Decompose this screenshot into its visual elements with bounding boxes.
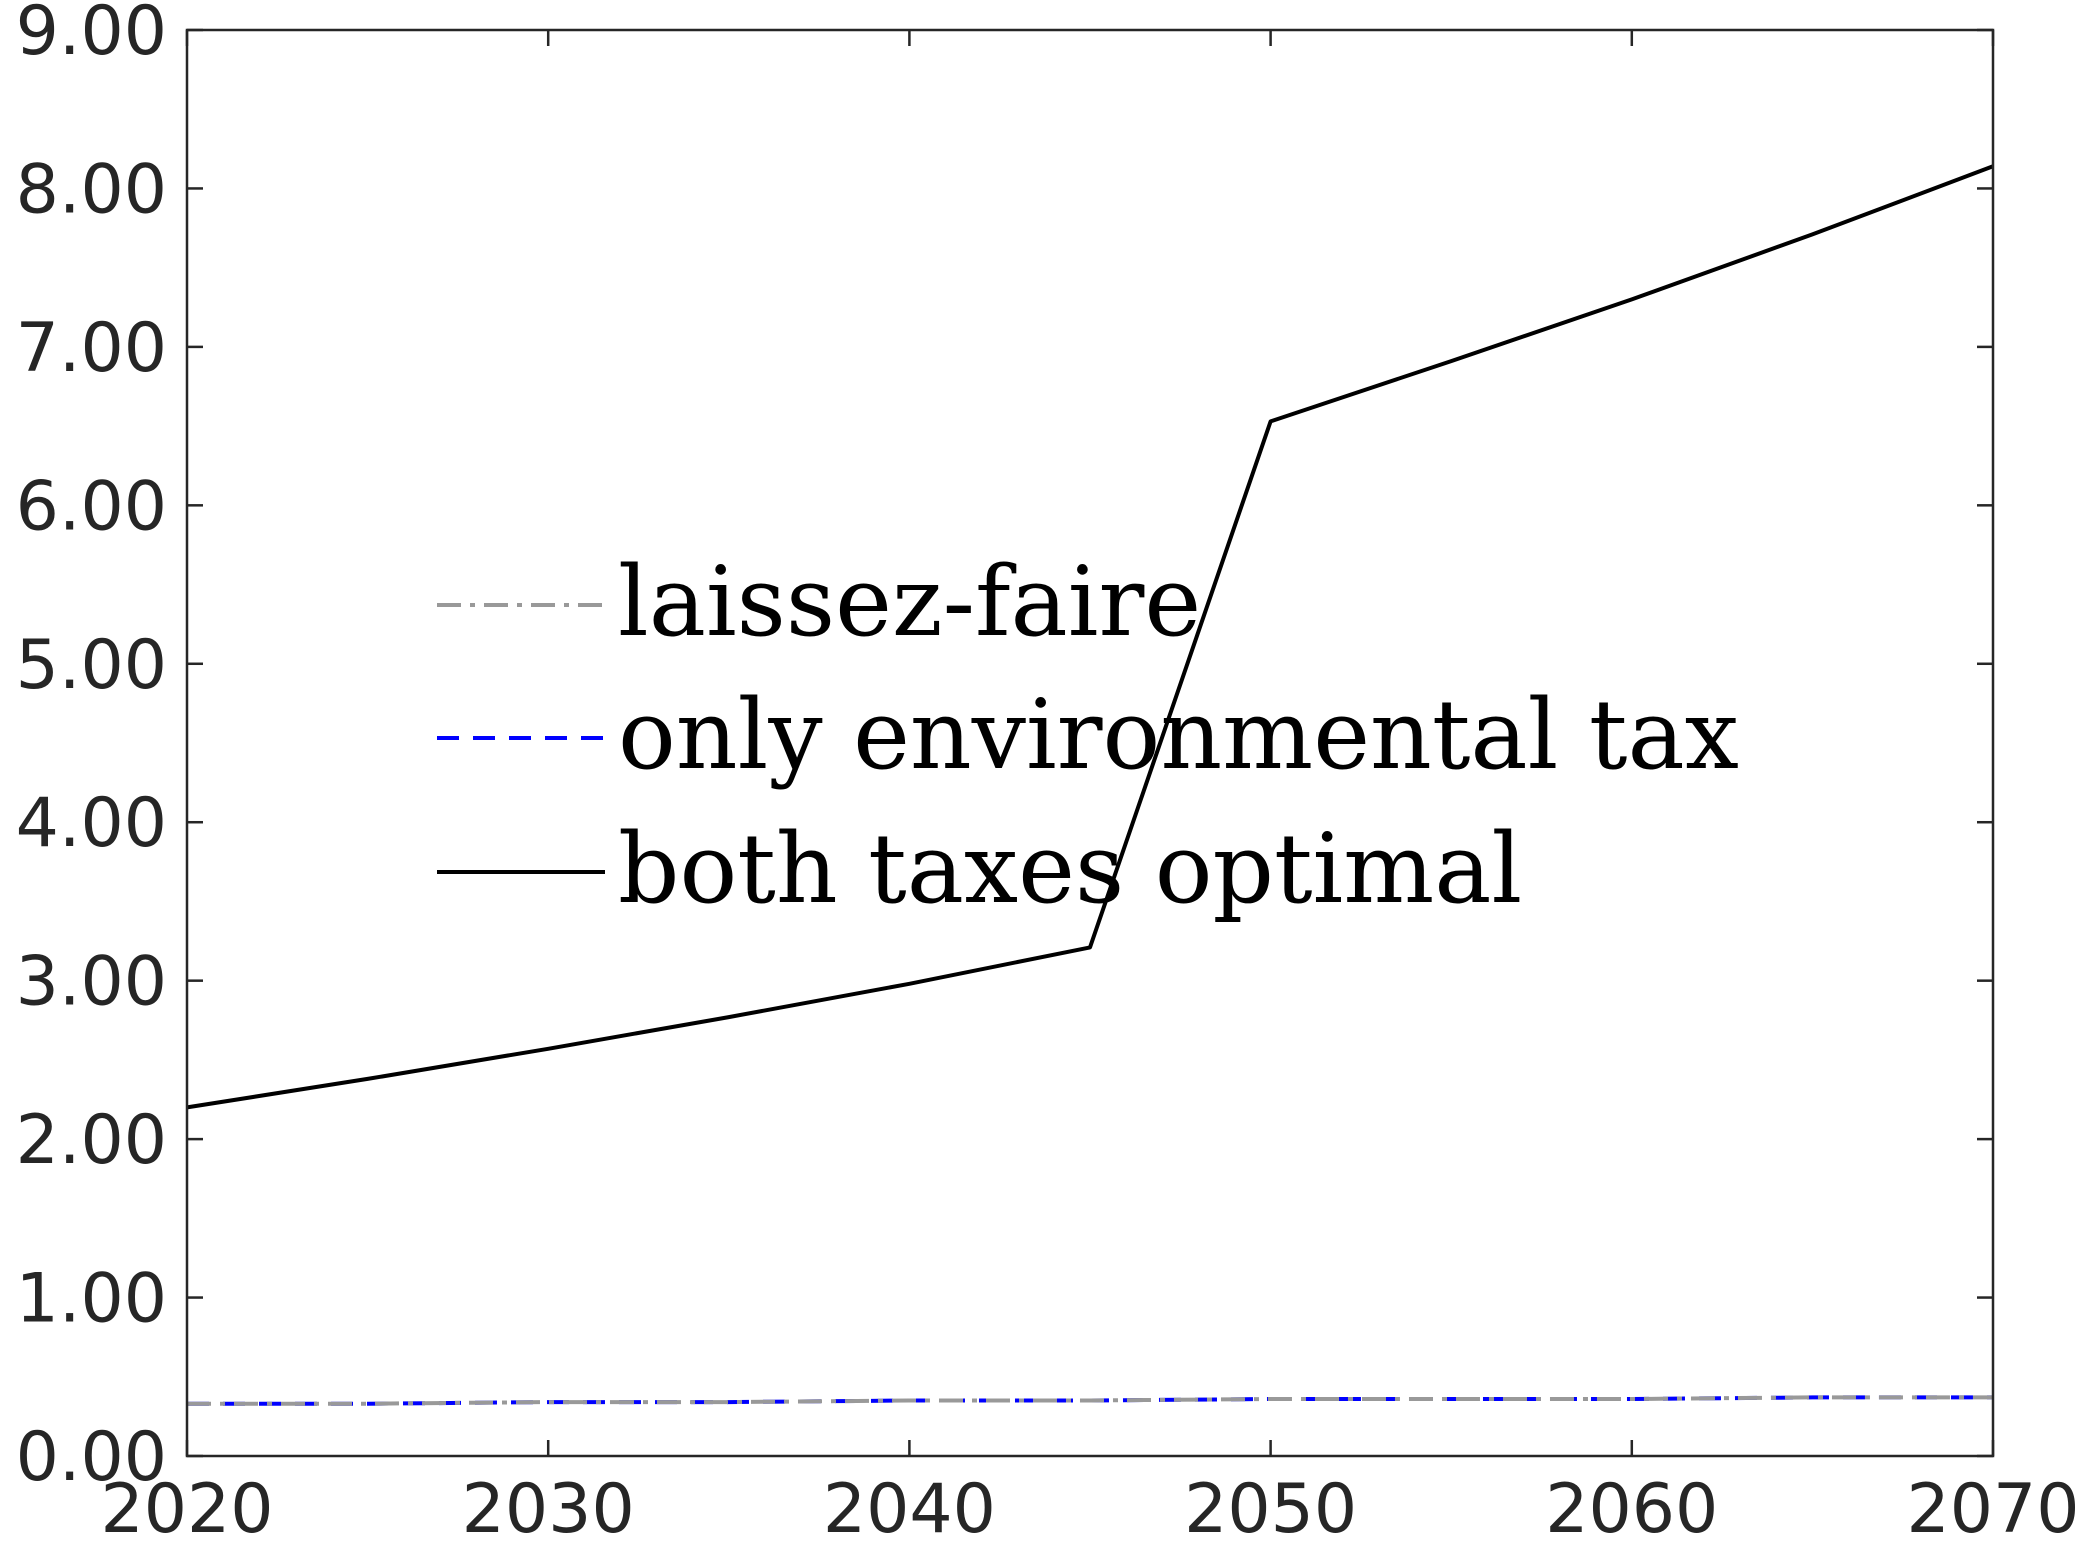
x-tick-label: 2070	[1906, 1470, 2079, 1549]
x-tick-label: 2050	[1184, 1470, 1357, 1549]
legend-item-1: only environmental tax	[437, 679, 1739, 791]
y-tick-label: 3.00	[16, 943, 167, 1022]
y-tick-label: 2.00	[16, 1101, 167, 1180]
y-tick-label: 7.00	[16, 309, 167, 388]
ticks-layer: 2020 2030 2040 2050 2060 2070 0.00 1.00 2.00 3.00…	[16, 0, 2080, 1549]
y-tick-label: 5.00	[16, 626, 167, 705]
plot-frame	[185, 28, 1995, 1458]
y-tick-label: 0.00	[16, 1418, 167, 1497]
series-layer	[186, 164, 1994, 1406]
legend-item-2: both taxes optimal	[437, 813, 1522, 925]
series-line-2	[186, 164, 1994, 1110]
legend-item-0: laissez-faire	[437, 546, 1201, 658]
x-tick-label: 2020	[100, 1470, 273, 1549]
x-tick-label: 2040	[823, 1470, 996, 1549]
y-tick-label: 9.00	[16, 0, 167, 71]
series-line-0	[187, 1395, 1993, 1406]
legend-label: laissez-faire	[618, 546, 1201, 658]
legend-label: only environmental tax	[618, 679, 1739, 791]
y-tick-label: 6.00	[16, 467, 167, 546]
y-tick-label: 4.00	[16, 784, 167, 863]
legend: laissez-faire only environmental tax both …	[437, 546, 1739, 925]
x-tick-label: 2060	[1545, 1470, 1718, 1549]
legend-label: both taxes optimal	[618, 813, 1522, 925]
y-tick-label: 1.00	[16, 1260, 167, 1339]
x-tick-label: 2030	[462, 1470, 635, 1549]
y-tick-label: 8.00	[16, 150, 167, 229]
